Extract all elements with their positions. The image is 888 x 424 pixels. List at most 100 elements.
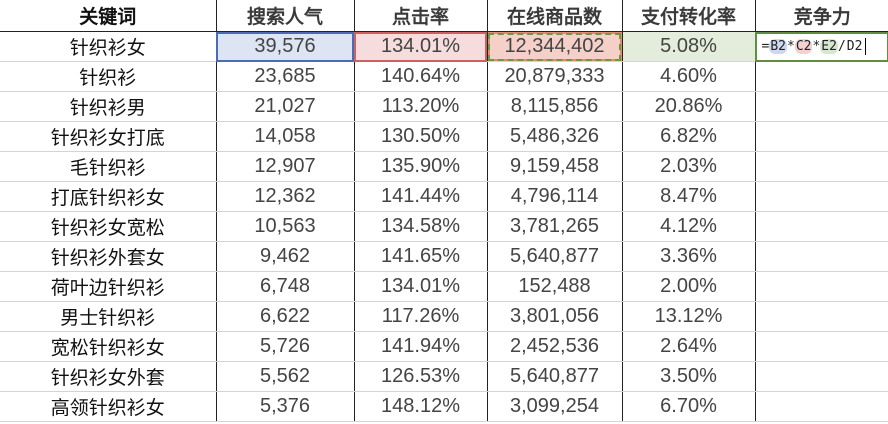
value-cell[interactable]: 2.03% [621,151,755,182]
value-cell[interactable]: 141.65% [353,241,487,272]
table-row: 男士针织衫 6,622 117.26% 3,801,056 13.12% [0,301,888,332]
value-cell[interactable]: 6.70% [621,391,755,422]
competition-cell[interactable] [754,121,888,152]
competition-cell[interactable] [754,151,888,182]
value-cell[interactable]: 3.36% [621,241,755,272]
competition-cell[interactable] [754,391,888,422]
operator: / [837,39,846,54]
value-cell[interactable]: 4,796,114 [486,181,622,212]
keyword-cell[interactable]: 打底针织衫女 [0,181,216,212]
value-cell[interactable]: 148.12% [353,391,487,422]
column-header[interactable]: 竞争力 [754,0,888,32]
competition-cell[interactable] [754,91,888,122]
value-cell[interactable]: 6,748 [215,271,354,302]
formula-eq: = [761,39,770,54]
keyword-cell[interactable]: 荷叶边针织衫 [0,271,216,302]
value-cell[interactable]: 134.01% [353,271,487,302]
keyword-cell[interactable]: 宽松针织衫女 [0,331,216,362]
value-cell[interactable]: 5,562 [215,361,354,392]
value-cell[interactable]: 135.90% [353,151,487,182]
value-cell[interactable]: 4.60% [621,61,755,92]
value-cell[interactable]: 3,099,254 [486,391,622,422]
value-cell[interactable]: 2.64% [621,331,755,362]
column-header[interactable]: 点击率 [353,0,487,32]
column-header[interactable]: 在线商品数 [486,0,622,32]
value-cell[interactable]: 113.20% [353,91,487,122]
operator: * [786,39,795,54]
keyword-cell[interactable]: 针织衫女外套 [0,361,216,392]
value-cell[interactable]: 9,159,458 [486,151,622,182]
value-cell[interactable]: 8.47% [621,181,755,212]
text-cursor [865,38,867,55]
value-cell[interactable]: 4.12% [621,211,755,242]
competition-cell[interactable] [754,331,888,362]
value-cell[interactable]: 21,027 [215,91,354,122]
value-cell[interactable]: 141.44% [353,181,487,212]
value-cell[interactable]: 12,907 [215,151,354,182]
competition-cell[interactable] [754,361,888,392]
competition-cell[interactable] [754,211,888,242]
table-row: 高领针织衫女 5,376 148.12% 3,099,254 6.70% [0,391,888,422]
keyword-cell[interactable]: 针织衫女打底 [0,121,216,152]
header-row: 关键词 搜索人气 点击率 在线商品数 支付转化率 竞争力 [0,0,888,32]
value-cell[interactable]: 152,488 [486,271,622,302]
operator: * [812,39,821,54]
value-cell[interactable]: 5,376 [215,391,354,422]
keyword-cell[interactable]: 针织衫 [0,61,216,92]
value-cell[interactable]: 134.58% [353,211,487,242]
keyword-cell[interactable]: 男士针织衫 [0,301,216,332]
competition-cell[interactable] [754,61,888,92]
formula-edit-cell[interactable]: =B2*C2*E2/D2 [754,31,888,62]
competition-cell[interactable] [754,241,888,272]
value-cell[interactable]: 5,640,877 [486,361,622,392]
value-cell[interactable]: 8,115,856 [486,91,622,122]
value-cell[interactable]: 12,362 [215,181,354,212]
value-cell[interactable]: 14,058 [215,121,354,152]
value-cell[interactable]: 5,486,326 [486,121,622,152]
ref-c2: C2 [794,39,813,54]
value-cell[interactable]: 3.50% [621,361,755,392]
keyword-cell[interactable]: 针织衫女宽松 [0,211,216,242]
value-cell[interactable]: 6.82% [621,121,755,152]
value-cell[interactable]: 130.50% [353,121,487,152]
value-cell[interactable]: 134.01% [353,31,487,62]
competition-cell[interactable] [754,181,888,212]
value-cell[interactable]: 5.08% [621,31,755,62]
keyword-cell[interactable]: 高领针织衫女 [0,391,216,422]
keyword-cell[interactable]: 针织衫女 [0,31,216,62]
value-cell[interactable]: 39,576 [215,31,354,62]
value-cell[interactable]: 5,640,877 [486,241,622,272]
value-cell[interactable]: 140.64% [353,61,487,92]
value-cell[interactable]: 5,726 [215,331,354,362]
competition-cell[interactable] [754,301,888,332]
value-cell[interactable]: 141.94% [353,331,487,362]
ref-d2: D2 [846,39,863,54]
table-row: 宽松针织衫女 5,726 141.94% 2,452,536 2.64% [0,331,888,362]
value-cell[interactable]: 23,685 [215,61,354,92]
value-cell[interactable]: 2,452,536 [486,331,622,362]
value-cell[interactable]: 117.26% [353,301,487,332]
keyword-cell[interactable]: 毛针织衫 [0,151,216,182]
value-cell[interactable]: 9,462 [215,241,354,272]
value-cell[interactable]: 20,879,333 [486,61,622,92]
value-cell[interactable]: 126.53% [353,361,487,392]
column-header[interactable]: 支付转化率 [621,0,755,32]
keyword-cell[interactable]: 针织衫男 [0,91,216,122]
column-header[interactable]: 搜索人气 [215,0,354,32]
table-row: 针织衫男 21,027 113.20% 8,115,856 20.86% [0,91,888,122]
value-cell[interactable]: 2.00% [621,271,755,302]
value-cell[interactable]: 6,622 [215,301,354,332]
value-cell[interactable]: 3,801,056 [486,301,622,332]
table-row: 针织衫女打底 14,058 130.50% 5,486,326 6.82% [0,121,888,152]
table-row: 针织衫 23,685 140.64% 20,879,333 4.60% [0,61,888,92]
value-cell[interactable]: 3,781,265 [486,211,622,242]
keyword-cell[interactable]: 针织衫外套女 [0,241,216,272]
value-cell[interactable]: 12,344,402 [486,31,622,62]
value-cell[interactable]: 13.12% [621,301,755,332]
table-row: 针织衫外套女 9,462 141.65% 5,640,877 3.36% [0,241,888,272]
value-cell[interactable]: 20.86% [621,91,755,122]
ref-b2: B2 [769,39,787,54]
value-cell[interactable]: 10,563 [215,211,354,242]
competition-cell[interactable] [754,271,888,302]
column-header[interactable]: 关键词 [0,0,216,32]
